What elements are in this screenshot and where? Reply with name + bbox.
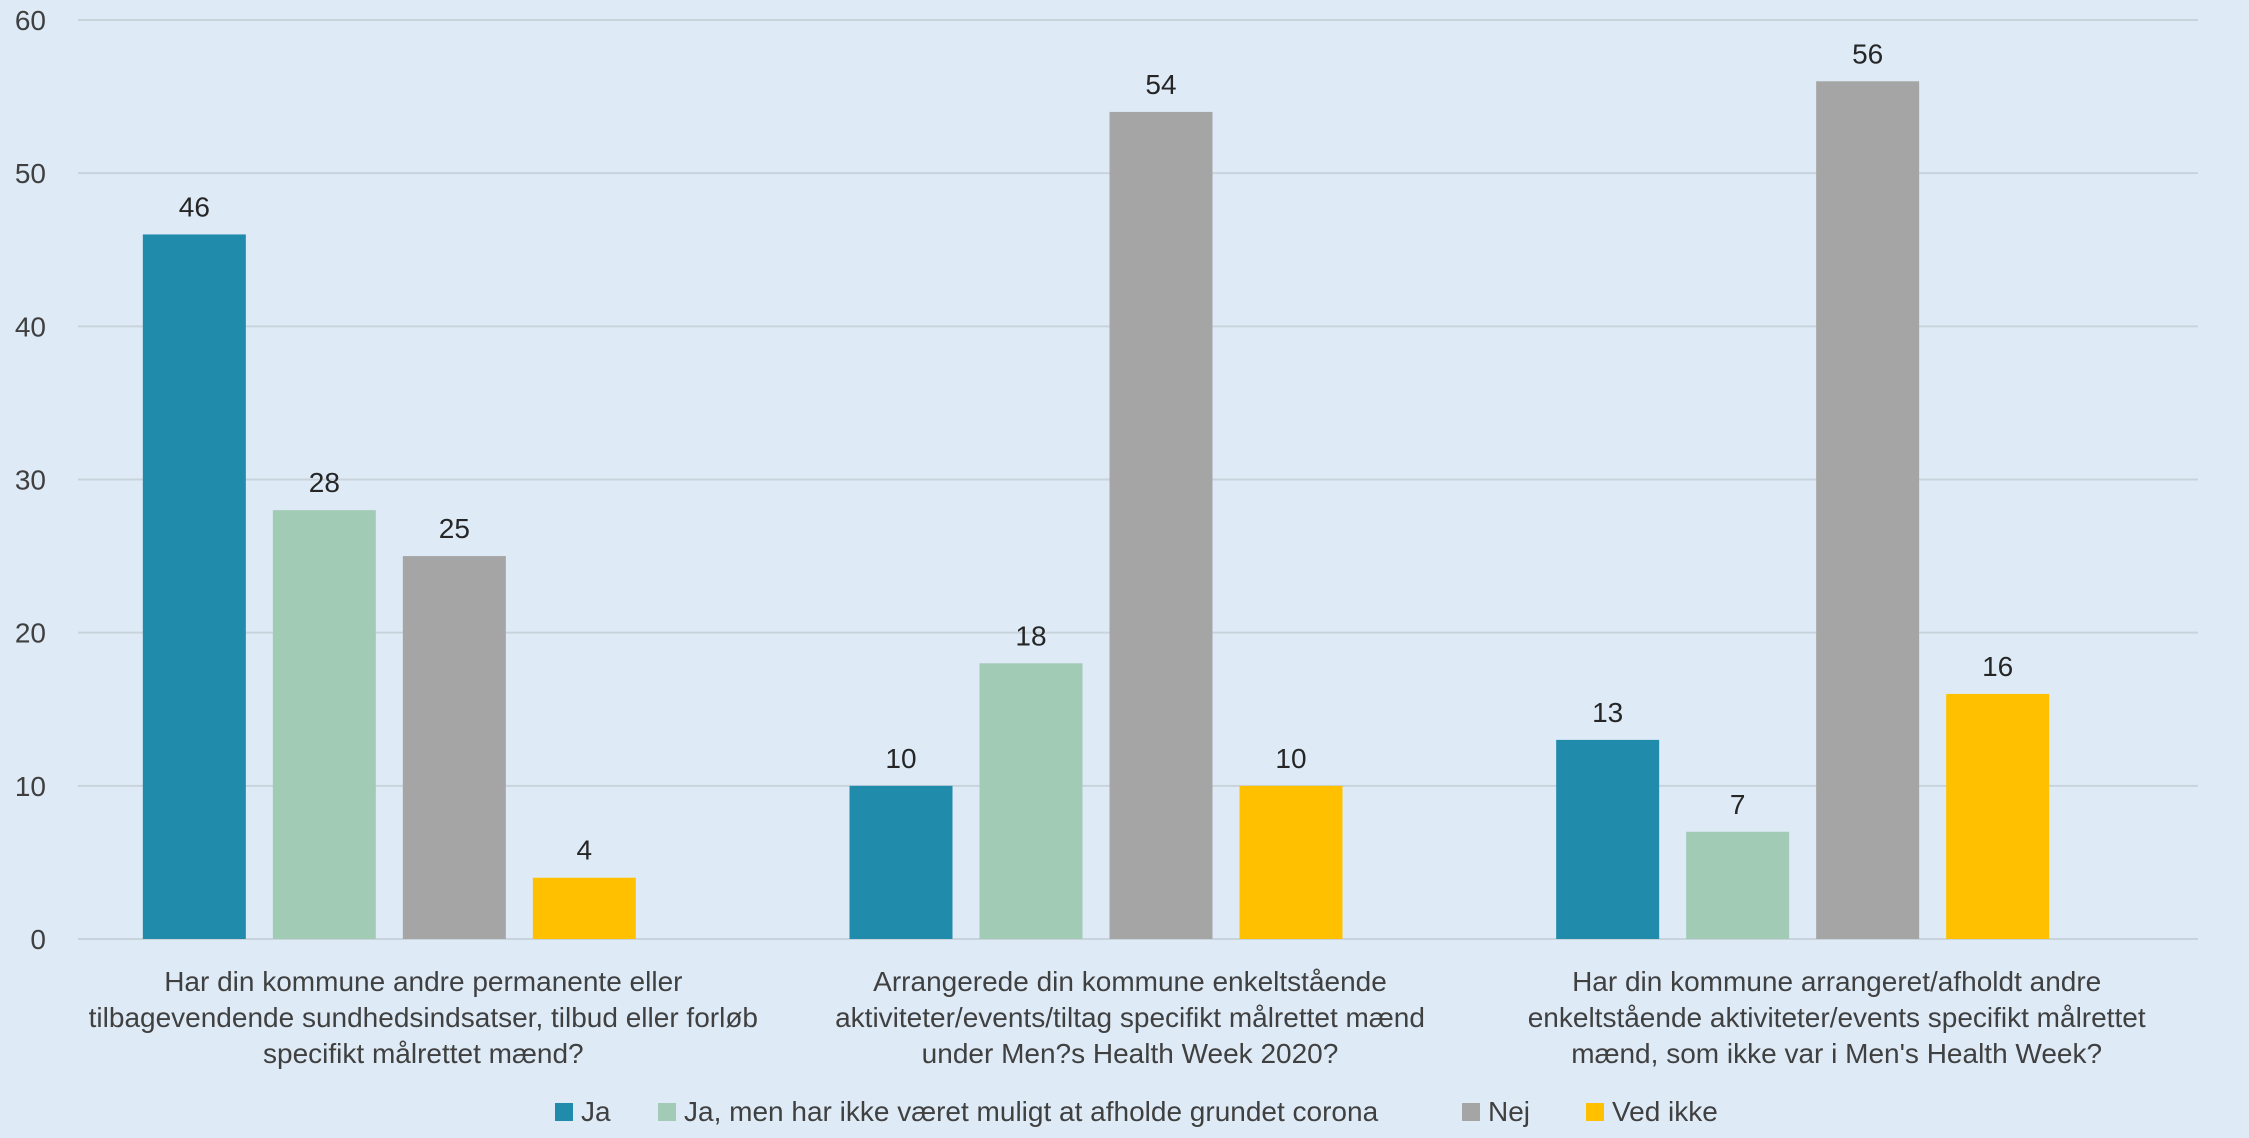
data-label: 4 — [577, 835, 593, 866]
bar — [979, 663, 1083, 939]
category-label-line: Har din kommune arrangeret/afholdt andre — [1572, 966, 2101, 997]
data-label: 10 — [1275, 743, 1306, 774]
legend-swatch — [1586, 1103, 1604, 1121]
data-label: 18 — [1015, 620, 1046, 651]
data-label: 46 — [179, 191, 210, 222]
y-tick-label: 0 — [30, 924, 46, 955]
category-label-line: Arrangerede din kommune enkeltstående — [873, 966, 1387, 997]
legend-label: Ja — [581, 1096, 611, 1127]
category-label-line: aktiviteter/events/tiltag specifikt målr… — [835, 1002, 1425, 1033]
bars — [142, 81, 2050, 940]
legend-label: Nej — [1488, 1096, 1530, 1127]
category-label-line: mænd, som ikke var i Men's Health Week? — [1571, 1038, 2102, 1069]
y-axis-ticks: 0 10 20 30 40 50 60 — [15, 5, 46, 955]
bar — [402, 556, 506, 939]
category-labels: Har din kommune andre permanente eller ti… — [89, 966, 2146, 1069]
category-label-line: Har din kommune andre permanente eller — [164, 966, 682, 997]
category-label-line: specifikt målrettet mænd? — [263, 1038, 584, 1069]
y-tick-label: 50 — [15, 158, 46, 189]
category-label: Har din kommune andre permanente eller ti… — [89, 966, 758, 1069]
bar — [1556, 739, 1660, 939]
legend-label: Ved ikke — [1612, 1096, 1718, 1127]
bar — [142, 234, 246, 939]
data-label: 10 — [885, 743, 916, 774]
legend: Ja Ja, men har ikke været muligt at afhol… — [555, 1096, 1718, 1127]
y-tick-label: 40 — [15, 311, 46, 342]
category-label-line: tilbagevendende sundhedsindsatser, tilbu… — [89, 1002, 758, 1033]
legend-swatch — [555, 1103, 573, 1121]
data-label: 13 — [1592, 697, 1623, 728]
data-label: 7 — [1730, 789, 1746, 820]
bar — [1109, 111, 1213, 939]
data-labels: 46 28 25 4 10 18 54 10 13 7 56 16 — [179, 38, 2013, 865]
bar — [1946, 693, 2050, 939]
bar — [1816, 81, 1920, 940]
bar — [1686, 831, 1790, 939]
legend-swatch — [1462, 1103, 1480, 1121]
bar — [1239, 785, 1343, 939]
data-label: 56 — [1852, 38, 1883, 69]
category-label-line: under Men?s Health Week 2020? — [922, 1038, 1339, 1069]
data-label: 28 — [309, 467, 340, 498]
y-tick-label: 30 — [15, 465, 46, 496]
bar — [272, 510, 376, 939]
data-label: 25 — [439, 513, 470, 544]
category-label-line: enkeltstående aktiviteter/events specifi… — [1528, 1002, 2146, 1033]
legend-swatch — [658, 1103, 676, 1121]
y-tick-label: 10 — [15, 771, 46, 802]
data-label: 16 — [1982, 651, 2013, 682]
bar — [532, 877, 636, 939]
y-tick-label: 60 — [15, 5, 46, 36]
category-label: Har din kommune arrangeret/afholdt andre… — [1528, 966, 2146, 1069]
y-tick-label: 20 — [15, 618, 46, 649]
legend-label: Ja, men har ikke været muligt at afholde… — [684, 1096, 1379, 1127]
category-label: Arrangerede din kommune enkeltstående akt… — [835, 966, 1425, 1069]
data-label: 54 — [1145, 69, 1176, 100]
bar — [849, 785, 953, 939]
